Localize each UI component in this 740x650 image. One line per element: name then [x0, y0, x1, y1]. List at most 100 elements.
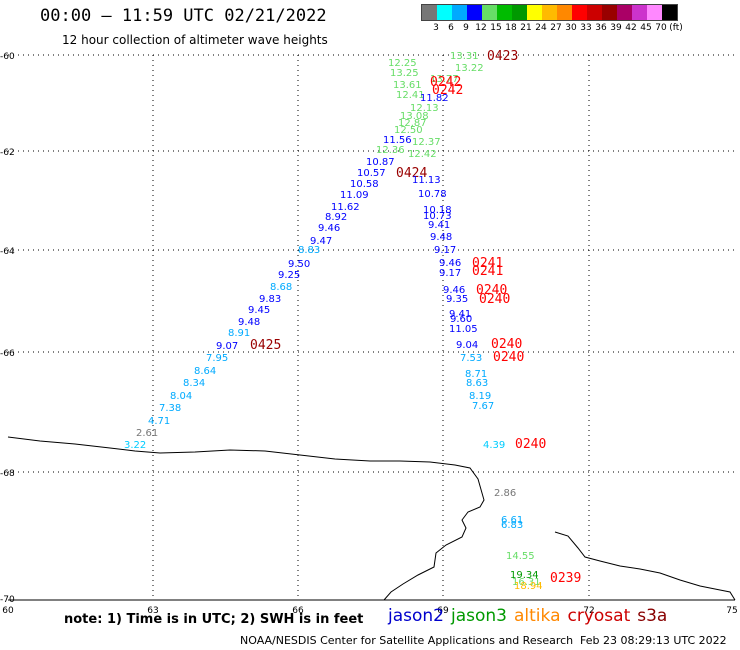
legend-color-scale [421, 4, 678, 21]
legend-swatch [617, 5, 632, 20]
wave-height-label: 8.83 [298, 245, 320, 256]
wave-height-label: 8.63 [466, 378, 488, 389]
lat-label: -66 [0, 349, 15, 359]
lat-label: -60 [0, 52, 15, 62]
pass-time-label: 0423 [487, 49, 518, 64]
legend-label: 27 [550, 23, 562, 33]
wave-height-label: 9.35 [446, 294, 468, 305]
wave-height-label: 6.61 [501, 515, 523, 526]
pass-time-label: 0240 [515, 437, 546, 452]
wave-height-label: 10.57 [357, 168, 386, 179]
color-legend: 3 6 9 12 15 18 21 24 27 30 33 36 39 42 45 70 (ft) [421, 4, 683, 33]
wave-height-label: 8.04 [170, 391, 192, 402]
pass-time-label: 0425 [250, 338, 281, 353]
wave-height-label: 9.45 [248, 305, 270, 316]
wave-height-label: 13.61 [393, 80, 422, 91]
wave-height-label: 10.58 [350, 179, 379, 190]
legend-label: 3 [433, 23, 439, 33]
pass-time-label: 0241 [472, 264, 503, 279]
pass-time-label: 0242 [432, 83, 463, 98]
wave-height-label: 9.07 [216, 341, 238, 352]
legend-swatch [542, 5, 557, 20]
wave-height-label: 9.48 [430, 232, 452, 243]
legend-swatch [437, 5, 452, 20]
legend-swatch [452, 5, 467, 20]
wave-height-label: 7.53 [460, 353, 482, 364]
legend-label: 9 [463, 23, 469, 33]
lat-label: -70 [0, 595, 15, 605]
legend-label: 33 [580, 23, 592, 33]
wave-height-label: 11.13 [412, 175, 441, 186]
legend-labels: 3 6 9 12 15 18 21 24 27 30 33 36 39 42 45 70 (ft) [421, 21, 683, 33]
footer-note: note: 1) Time is in UTC; 2) SWH is in fe… [64, 612, 364, 627]
legend-label: 45 [640, 23, 652, 33]
wave-height-label: 9.17 [439, 268, 461, 279]
wave-height-label: 8.68 [270, 282, 292, 293]
lon-label: 63 [147, 606, 158, 616]
pass-time-label: 0241 [472, 256, 503, 271]
satellite-legend: jason2 jason3 altika cryosat s3a [388, 606, 674, 626]
lon-label: 60 [2, 606, 14, 616]
wave-height-label: 12.37 [412, 137, 441, 148]
wave-height-label: 11.82 [420, 93, 449, 104]
legend-label: 42 [625, 23, 637, 33]
graticule [8, 54, 735, 600]
wave-height-label: 3.22 [124, 440, 146, 451]
lat-label: -64 [0, 247, 15, 257]
wave-height-label: 12.41 [396, 90, 425, 101]
wave-height-label: 9.60 [450, 314, 472, 325]
wave-height-label: 8.64 [194, 366, 216, 377]
wave-height-label: 10.87 [366, 157, 395, 168]
legend-swatch [602, 5, 617, 20]
legend-swatch [512, 5, 527, 20]
legend-label: 36 [595, 23, 607, 33]
wave-height-label: 12.36 [376, 145, 405, 156]
wave-height-label: 9.04 [456, 340, 478, 351]
wave-height-label: 9.83 [259, 294, 281, 305]
wave-height-label: 8.92 [325, 212, 347, 223]
wave-height-label: 9.17 [434, 245, 456, 256]
wave-height-label: 16.31 [512, 577, 541, 588]
legend-swatch [422, 5, 437, 20]
latitude-labels: -60 -62 -64 -66 -68 -70 [0, 52, 15, 605]
pass-time-label: 0240 [491, 337, 522, 352]
wave-height-label: 19.34 [510, 570, 539, 581]
lon-label: 69 [437, 606, 449, 616]
wave-height-label: 8.34 [183, 378, 205, 389]
wave-height-label: 9.47 [310, 236, 332, 247]
wave-height-label: 10.18 [423, 205, 452, 216]
legend-label: (ft) [669, 23, 683, 33]
satellite-name: jason2 [388, 606, 444, 626]
legend-label: 24 [535, 23, 547, 33]
wave-height-label: 8.91 [228, 328, 250, 339]
legend-swatch [467, 5, 482, 20]
wave-height-label: 11.05 [449, 324, 478, 335]
wave-height-label: 10.73 [423, 211, 452, 222]
legend-swatch [662, 5, 677, 20]
wave-height-label: 13.31 [450, 51, 479, 62]
legend-label: 70 [655, 23, 667, 33]
wave-height-label: 7.67 [472, 401, 494, 412]
legend-label: 30 [565, 23, 577, 33]
pass-time-label: 0240 [493, 350, 524, 365]
satellite-name: s3a [637, 606, 668, 626]
wave-height-label: 7.38 [159, 403, 181, 414]
wave-height-label: 14.55 [506, 551, 535, 562]
antarctic-coastline [7, 436, 736, 601]
legend-label: 21 [520, 23, 532, 33]
wave-height-label: 9.41 [449, 309, 471, 320]
wave-height-label: 8.19 [469, 391, 491, 402]
wave-height-label: 11.09 [340, 190, 369, 201]
wave-height-label: 12.50 [394, 125, 423, 136]
satellite-name: jason3 [451, 606, 507, 626]
wave-height-label: 10.78 [418, 189, 447, 200]
wave-height-label: 13.25 [390, 68, 419, 79]
wave-height-label: 8.71 [465, 369, 487, 380]
wave-height-label: 18.94 [514, 581, 543, 592]
wave-height-label: 12.87 [398, 118, 427, 129]
legend-swatch [482, 5, 497, 20]
legend-swatch [632, 5, 647, 20]
legend-swatch [527, 5, 542, 20]
